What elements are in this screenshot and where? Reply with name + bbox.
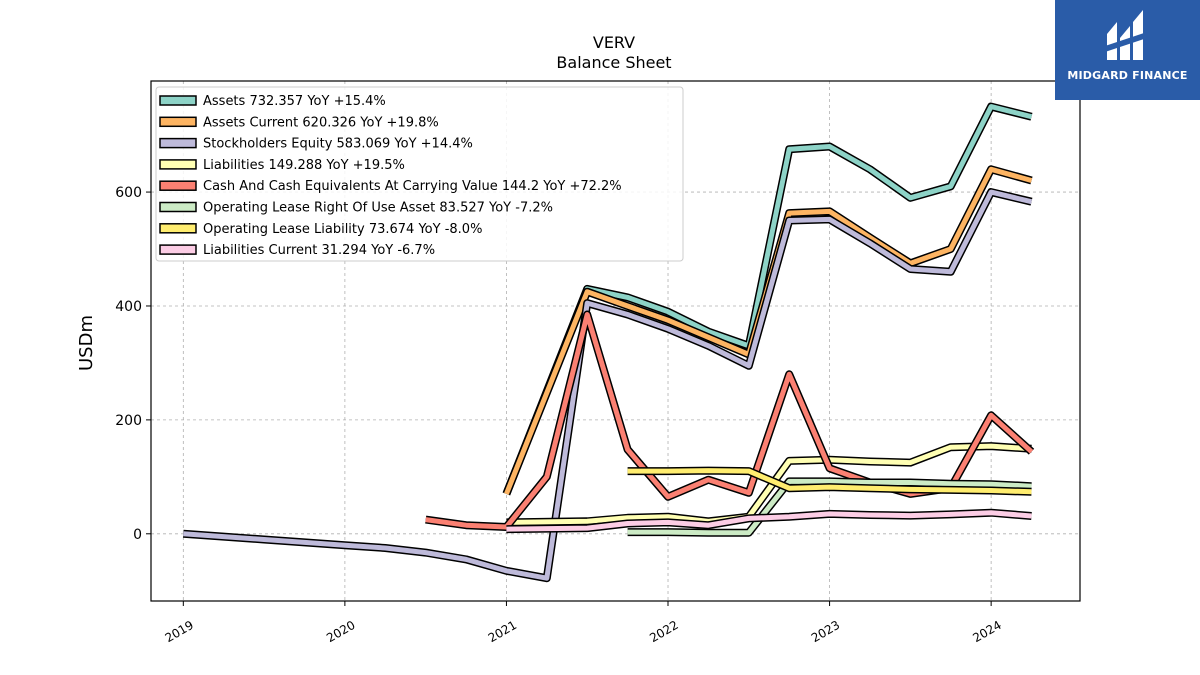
x-tick-label: 2022	[647, 618, 680, 645]
legend-label-6: Operating Lease Liability 73.674 YoY -8.…	[203, 222, 482, 237]
series-line-7	[506, 510, 1032, 532]
legend-label-0: Assets 732.357 YoY +15.4%	[203, 94, 386, 109]
brand-logo: MIDGARD FINANCE	[1055, 0, 1200, 100]
series-line-2	[183, 189, 1033, 581]
x-tick-label: 2020	[324, 618, 357, 645]
legend-swatch-7	[159, 244, 197, 255]
legend-label-5: Operating Lease Right Of Use Asset 83.52…	[203, 201, 553, 216]
x-tick-label: 2024	[970, 618, 1003, 645]
legend-swatch-0	[159, 95, 197, 106]
y-axis-label: USDm	[76, 315, 97, 371]
series-line-0	[504, 104, 1033, 495]
chart-subtitle: Balance Sheet	[556, 53, 671, 72]
brand-name: MIDGARD FINANCE	[1067, 69, 1188, 82]
series-line-3	[506, 443, 1032, 525]
legend-swatch-5	[159, 201, 197, 213]
x-tick-label: 2021	[486, 618, 519, 645]
y-axis: 0 200 400 600	[115, 185, 151, 543]
legend-label-1: Assets Current 620.326 YoY +19.8%	[203, 115, 439, 130]
legend-swatch-2	[159, 137, 197, 149]
legend-label-3: Liabilities 149.288 YoY +19.5%	[203, 158, 405, 173]
y-tick-label: 400	[115, 299, 142, 315]
y-tick-label: 200	[115, 413, 142, 429]
legend-swatch-3	[159, 159, 197, 170]
legend: Assets 732.357 YoY +15.4% Assets Current …	[155, 86, 684, 262]
legend-swatch-1	[159, 116, 197, 128]
x-tick-label: 2023	[809, 618, 842, 645]
plot-frame	[150, 80, 1081, 602]
chart-title: VERV	[593, 33, 635, 52]
series-line-6	[627, 468, 1032, 495]
x-tick-label: 2019	[163, 618, 196, 645]
midgard-logo-icon	[1105, 10, 1147, 60]
series-line-5	[627, 478, 1032, 536]
legend-label-2: Stockholders Equity 583.069 YoY +14.4%	[203, 137, 473, 152]
legend-label-7: Liabilities Current 31.294 YoY -6.7%	[203, 243, 435, 258]
legend-box	[155, 86, 684, 262]
legend-swatch-6	[159, 223, 197, 234]
y-tick-label: 600	[115, 185, 142, 201]
x-axis: 2019 2020 2021 2022 2023 2024	[163, 601, 1004, 645]
series-lines	[183, 102, 1035, 583]
series-line-1	[504, 166, 1033, 495]
y-tick-label: 0	[133, 527, 142, 543]
legend-swatch-4	[159, 180, 197, 191]
legend-label-4: Cash And Cash Equivalents At Carrying Va…	[203, 179, 622, 194]
